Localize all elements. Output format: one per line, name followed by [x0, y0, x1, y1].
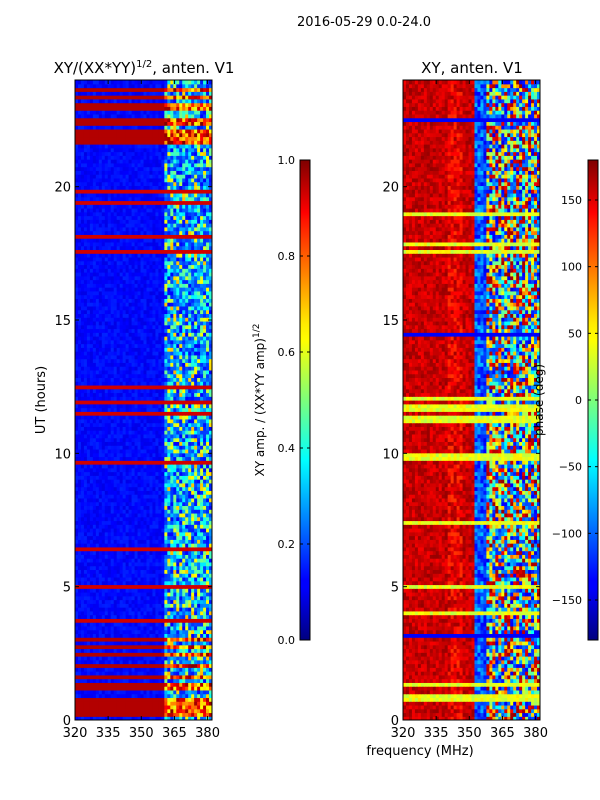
y-tick-label: 0 — [63, 714, 71, 729]
common-xlabel: frequency (MHz) — [366, 744, 473, 759]
x-tick-label: 320 — [391, 726, 416, 741]
amplitude-colorbar: 0.0 0.2 0.4 0.6 0.8 1.0 XY amp. / (XX*YY amp)… — [252, 154, 311, 647]
phase-axis-ticks: 320 335 350 365 380 0 5 10 15 20 — [382, 80, 548, 741]
x-tick-label: 380 — [523, 726, 548, 741]
y-tick-label: 5 — [63, 581, 71, 596]
amplitude-axes-frame — [74, 79, 213, 721]
amplitude-colorbar-gradient — [299, 159, 311, 641]
amplitude-ylabel: UT (hours) — [34, 366, 49, 434]
y-tick-label: 15 — [54, 314, 71, 329]
amplitude-colorbar-label: XY amp. / (XX*YY amp)1/2 — [252, 324, 267, 477]
x-tick-label: 350 — [129, 726, 154, 741]
colorbar-tick-label: 0.8 — [278, 250, 296, 263]
panel-phase: XY, anten. V1 320 335 350 365 380 0 5 10 15 20 — [382, 59, 548, 741]
figure-suptitle: 2016-05-29 0.0-24.0 — [297, 15, 431, 30]
x-tick-label: 335 — [424, 726, 449, 741]
x-tick-label: 350 — [457, 726, 482, 741]
y-tick-label: 20 — [54, 181, 71, 196]
colorbar-tick-label: −50 — [559, 461, 582, 474]
phase-colorbar-ticks: −150 −100 −50 0 50 100 150 — [552, 194, 598, 607]
x-tick-label: 320 — [63, 726, 88, 741]
phase-colorbar-label: phase (deg) — [532, 364, 546, 436]
panel-phase-title: XY, anten. V1 — [421, 59, 523, 77]
colorbar-tick-label: 1.0 — [278, 154, 296, 167]
phase-axes-frame — [402, 79, 541, 721]
y-tick-label: 10 — [54, 447, 71, 462]
amplitude-axis-ticks: 320 335 350 365 380 0 5 10 15 20 — [54, 80, 220, 741]
y-tick-label: 10 — [382, 447, 399, 462]
colorbar-tick-label: 0.2 — [278, 538, 296, 551]
colorbar-tick-label: 0.6 — [278, 346, 296, 359]
colorbar-tick-label: 0.0 — [278, 634, 296, 647]
colorbar-tick-label: 100 — [561, 261, 582, 274]
x-tick-label: 365 — [162, 726, 187, 741]
phase-heatmap — [403, 80, 540, 720]
colorbar-tick-label: −100 — [552, 527, 582, 540]
amplitude-colorbar-ticks: 0.0 0.2 0.4 0.6 0.8 1.0 — [278, 154, 310, 647]
x-tick-label: 365 — [490, 726, 515, 741]
y-tick-label: 5 — [391, 581, 399, 596]
colorbar-tick-label: 0 — [575, 394, 582, 407]
colorbar-tick-label: 0.4 — [278, 442, 296, 455]
y-tick-label: 15 — [382, 314, 399, 329]
colorbar-tick-label: −150 — [552, 594, 582, 607]
phase-colorbar: −150 −100 −50 0 50 100 150 — [552, 159, 599, 641]
panel-amplitude-title: XY/(XX*YY)1/2, anten. V1 — [54, 59, 235, 77]
panel-amplitude: XY/(XX*YY)1/2, anten. V1 320 335 350 365 380… — [34, 59, 234, 741]
colorbar-tick-label: 50 — [568, 327, 582, 340]
colorbar-tick-label: 150 — [561, 194, 582, 207]
x-tick-label: 335 — [96, 726, 121, 741]
y-tick-label: 0 — [391, 714, 399, 729]
amplitude-heatmap — [75, 80, 212, 720]
y-tick-label: 20 — [382, 181, 399, 196]
x-tick-label: 380 — [195, 726, 220, 741]
